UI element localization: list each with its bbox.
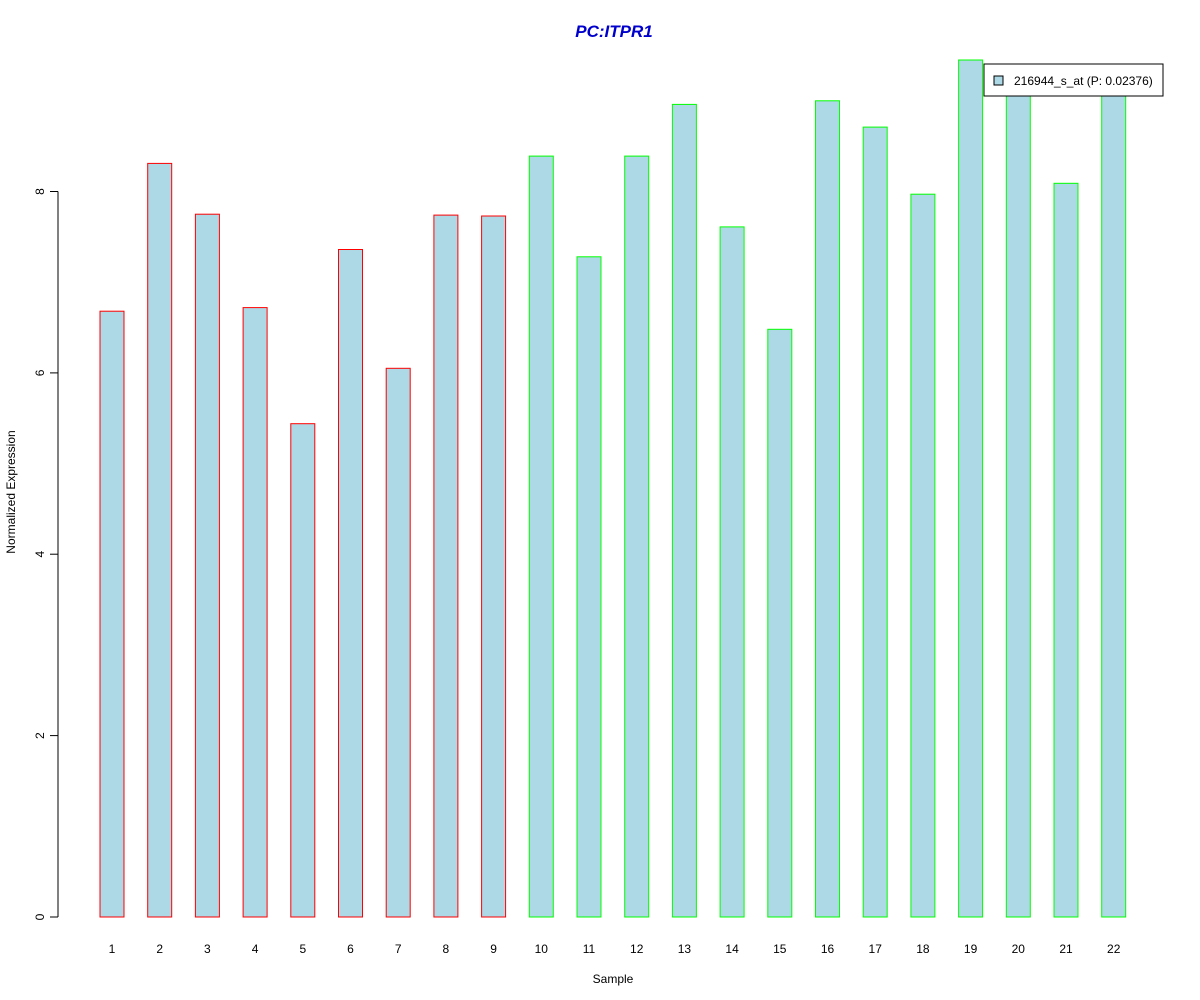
legend-label: 216944_s_at (P: 0.02376) [1014,74,1153,88]
bars-layer [99,59,1127,918]
bar-sample-16 [815,100,840,918]
x-tick-labels: 1 2 3 4 5 6 7 8 9 10 11 12 13 14 15 16 17 18 19 20 21 22 [109,942,1121,956]
bar-sample-14 [719,226,745,918]
y-tick-label: 6 [33,369,47,376]
x-tick-label: 18 [916,942,930,956]
bar-sample-13 [671,103,697,918]
x-tick-label: 17 [869,942,883,956]
bar-sample-19 [958,59,984,918]
bar-sample-10 [528,155,554,918]
legend: 216944_s_at (P: 0.02376) [983,63,1164,97]
x-tick-label: 4 [252,942,259,956]
bar-sample-11 [576,256,602,918]
bar-sample-15 [767,328,793,918]
y-tick-label: 4 [33,551,47,558]
bar-sample-5 [290,423,316,918]
bar-sample-7 [385,367,411,918]
legend-box [983,63,1164,97]
x-tick-label: 14 [725,942,739,956]
y-tick-label: 2 [33,732,47,739]
x-tick-label: 13 [678,942,692,956]
bar-sample-21 [1053,182,1079,918]
bar-sample-2 [147,162,173,918]
x-tick-label: 12 [630,942,644,956]
bar-sample-1 [99,310,125,918]
bar-sample-6 [338,249,363,918]
x-tick-label: 1 [109,942,116,956]
bar-sample-12 [624,155,650,918]
bar-sample-17 [862,126,888,918]
bar-sample-20 [1005,82,1031,918]
x-tick-label: 22 [1107,942,1121,956]
x-tick-label: 10 [535,942,549,956]
x-tick-label: 21 [1059,942,1073,956]
y-tick-label: 0 [33,913,47,920]
x-tick-label: 9 [490,942,497,956]
x-tick-label: 3 [204,942,211,956]
bar-sample-4 [242,307,268,918]
x-tick-label: 15 [773,942,787,956]
x-tick-label: 8 [443,942,450,956]
x-tick-label: 20 [1012,942,1026,956]
x-tick-label: 16 [821,942,835,956]
y-axis: 0 2 4 6 8 [33,188,59,920]
x-tick-label: 11 [583,942,596,956]
bar-sample-8 [433,214,459,918]
x-axis-title: Sample [593,972,634,986]
x-tick-label: 6 [347,942,354,956]
y-tick-label: 8 [33,188,47,195]
legend-swatch [993,75,1004,86]
x-tick-label: 5 [299,942,306,956]
bar-sample-18 [910,193,936,918]
bar-sample-3 [194,213,220,918]
bar-sample-9 [481,215,507,918]
y-axis-title: Normalized Expression [4,430,18,553]
x-tick-label: 2 [156,942,163,956]
x-tick-label: 19 [964,942,978,956]
bar-sample-22 [1101,91,1127,918]
x-tick-label: 7 [395,942,402,956]
chart-title: PC:ITPR1 [575,22,652,41]
